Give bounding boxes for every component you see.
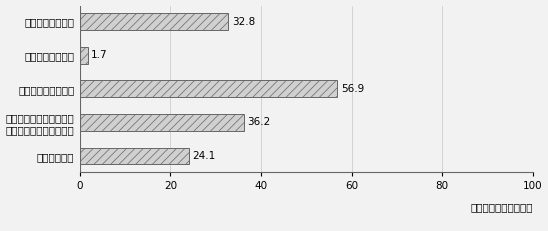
Text: 36.2: 36.2 [247,117,271,127]
Bar [80,13,229,30]
Bar [80,114,244,131]
Text: 32.8: 32.8 [232,16,255,27]
Bar [80,148,189,164]
Text: 24.1: 24.1 [192,151,216,161]
Text: 56.9: 56.9 [341,84,364,94]
Text: 1.7: 1.7 [91,50,108,60]
Bar [80,80,338,97]
Text: （単位：パーセント）: （単位：パーセント） [470,202,533,212]
Bar [80,47,88,64]
